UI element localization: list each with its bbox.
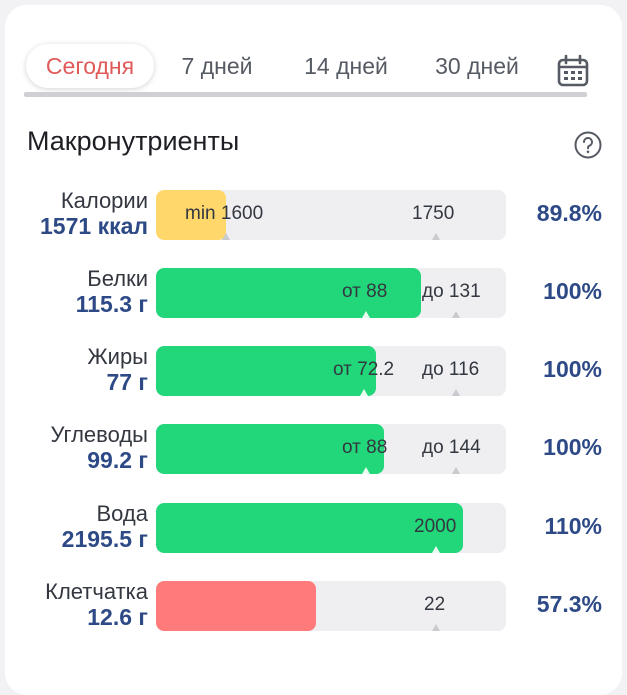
nutrient-row-water[interactable]: Вода 2195.5 г 2000 110%	[0, 501, 627, 557]
nutrient-percent: 110%	[544, 513, 602, 539]
progress-fill	[156, 190, 226, 240]
nutrient-name: Жиры	[87, 344, 148, 369]
max-tick	[452, 467, 460, 474]
question-circle-icon[interactable]	[573, 130, 603, 160]
period-tabs: Сегодня 7 дней 14 дней 30 дней	[22, 40, 592, 96]
target-tick	[432, 233, 440, 240]
nutrient-percent: 100%	[543, 278, 602, 304]
progress-fill	[156, 503, 463, 553]
nutrient-value: 77 г	[106, 369, 148, 395]
nutrient-label: Вода 2195.5 г	[62, 501, 148, 552]
nutrient-row-calories[interactable]: Калории 1571 ккал min 1600 1750 89.8%	[0, 188, 627, 244]
nutrient-name: Калории	[60, 188, 148, 213]
nutrient-row-fat[interactable]: Жиры 77 г от 72.2 до 116 100%	[0, 344, 627, 400]
progress-fill	[156, 268, 421, 318]
nutrient-label: Клетчатка 12.6 г	[45, 579, 148, 630]
progress-fill	[156, 424, 384, 474]
nutrient-percent: 100%	[543, 356, 602, 382]
progress-track: от 72.2 до 116	[156, 346, 506, 396]
tab-14-days[interactable]: 14 дней	[304, 53, 388, 79]
min-mark-label: min 1600	[185, 203, 264, 224]
nutrient-value: 2195.5 г	[61, 526, 148, 552]
max-tick	[452, 311, 460, 318]
min-tick	[222, 233, 230, 240]
nutrient-label: Белки 115.3 г	[76, 266, 148, 317]
min-mark-label: от 72.2	[333, 359, 395, 380]
nutrient-percent: 100%	[543, 434, 602, 460]
min-tick	[362, 467, 370, 474]
nutrient-row-carbs[interactable]: Углеводы 99.2 г от 88 до 144 100%	[0, 422, 627, 478]
target-mark-label: 1750	[412, 203, 455, 224]
nutrient-name: Клетчатка	[45, 579, 148, 604]
nutrient-name: Углеводы	[50, 422, 148, 447]
nutrient-name: Белки	[87, 266, 148, 291]
min-mark-label: от 88	[342, 281, 388, 302]
tab-today[interactable]: Сегодня	[26, 44, 154, 88]
max-mark-label: до 144	[422, 437, 481, 458]
nutrient-value: 12.6 г	[87, 604, 148, 630]
tab-30-days[interactable]: 30 дней	[435, 53, 519, 79]
nutrient-value: 99.2 г	[87, 447, 148, 473]
progress-track: от 88 до 144	[156, 424, 506, 474]
nutrient-label: Жиры 77 г	[87, 344, 148, 395]
min-tick	[360, 389, 368, 396]
nutrient-value: 115.3 г	[75, 291, 148, 317]
max-mark-label: до 116	[422, 359, 480, 380]
nutrient-name: Вода	[96, 501, 149, 526]
nutrient-percent: 57.3%	[536, 591, 602, 617]
calendar-icon[interactable]	[556, 54, 590, 88]
section-title: Макронутриенты	[27, 126, 240, 156]
progress-fill	[156, 346, 377, 396]
progress-track: 2000	[156, 503, 506, 553]
target-tick	[432, 624, 440, 631]
nutrient-label: Углеводы 99.2 г	[51, 422, 148, 473]
tabs-underline	[24, 92, 587, 97]
min-tick	[362, 311, 370, 318]
progress-track: от 88 до 131	[156, 268, 506, 318]
target-mark-label: 22	[424, 594, 446, 615]
tab-7-days[interactable]: 7 дней	[181, 53, 253, 79]
max-mark-label: до 131	[422, 281, 481, 302]
nutrient-value: 1571 ккал	[40, 213, 148, 239]
target-mark-label: 2000	[414, 516, 457, 537]
nutrient-row-fiber[interactable]: Клетчатка 12.6 г 22 57.3%	[0, 579, 627, 635]
progress-track: min 1600 1750	[156, 190, 506, 240]
target-tick	[432, 546, 440, 553]
min-mark-label: от 88	[342, 437, 388, 458]
progress-track: 22	[156, 581, 506, 631]
progress-fill	[156, 581, 316, 631]
max-tick	[452, 389, 460, 396]
nutrient-percent: 89.8%	[536, 200, 602, 226]
nutrient-label: Калории 1571 ккал	[40, 188, 148, 239]
nutrient-row-protein[interactable]: Белки 115.3 г от 88 до 131 100%	[0, 266, 627, 322]
